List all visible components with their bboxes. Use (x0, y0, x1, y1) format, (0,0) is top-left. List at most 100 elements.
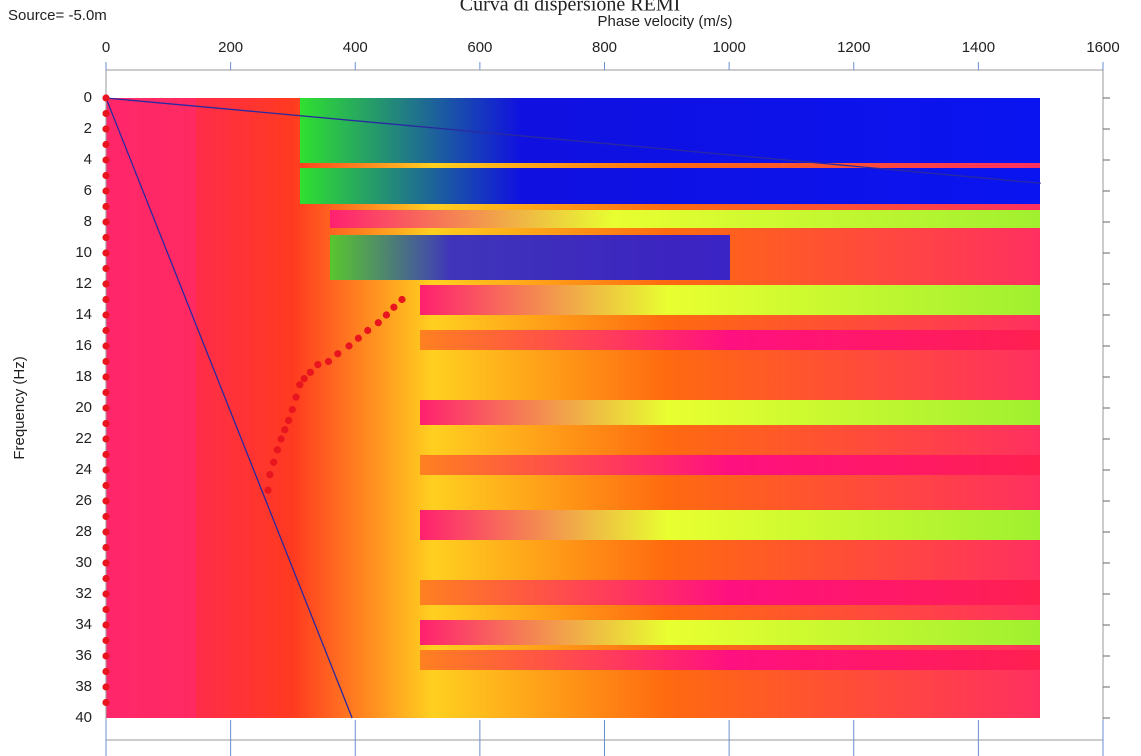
point (102, 698, 110, 707)
point (102, 621, 110, 629)
point (292, 393, 300, 401)
point (284, 416, 293, 424)
x-tick-label: 1200 (837, 39, 870, 56)
point (277, 435, 285, 443)
point (102, 590, 110, 598)
point (266, 471, 274, 479)
point (102, 94, 110, 102)
x-tick-label: 1000 (712, 39, 745, 56)
point (102, 156, 110, 164)
point (102, 543, 110, 552)
point (288, 405, 296, 414)
point (102, 605, 110, 614)
point (102, 574, 110, 583)
x-tick-label: 200 (218, 39, 243, 56)
y-tick-label: 28 (75, 523, 92, 540)
y-tick-label: 20 (75, 399, 92, 416)
y-tick-label: 0 (84, 89, 92, 106)
y-tick-label: 40 (75, 709, 92, 726)
point (102, 435, 110, 443)
x-tick-label: 400 (343, 39, 368, 56)
y-tick-label: 16 (75, 337, 92, 354)
point (102, 683, 110, 691)
point (102, 326, 110, 335)
annotation: Source= -5.0m (8, 7, 107, 24)
point (300, 374, 308, 383)
y-tick-label: 2 (84, 120, 92, 137)
point (102, 497, 110, 505)
y-axis-label: Frequency (Hz) (11, 356, 28, 459)
point (264, 486, 272, 494)
point (102, 218, 110, 226)
point (102, 652, 110, 660)
point (102, 357, 110, 366)
point (102, 295, 110, 304)
point (102, 466, 110, 474)
point (102, 187, 110, 195)
point (102, 171, 110, 180)
y-tick-label: 30 (75, 554, 92, 571)
point (102, 342, 110, 350)
y-tick-label: 34 (75, 616, 92, 633)
reference-line (105, 97, 353, 719)
x-axis-label: Phase velocity (m/s) (597, 13, 732, 30)
point (334, 350, 342, 358)
point (102, 419, 110, 428)
point (102, 636, 110, 645)
point (390, 303, 398, 311)
y-tick-label: 22 (75, 430, 92, 447)
point (102, 125, 110, 133)
point (102, 140, 110, 149)
point (102, 388, 110, 397)
point (281, 426, 289, 434)
y-tick-label: 6 (84, 182, 92, 199)
point (102, 249, 110, 257)
x-tick-label: 800 (592, 39, 617, 56)
point (102, 528, 110, 536)
y-tick-label: 26 (75, 492, 92, 509)
y-tick-label: 36 (75, 647, 92, 664)
point (102, 512, 110, 521)
point (102, 109, 110, 118)
point (364, 326, 372, 335)
y-tick-label: 32 (75, 585, 92, 602)
point (314, 361, 322, 369)
x-tick-label: 1400 (962, 39, 995, 56)
point (102, 202, 110, 211)
point (345, 342, 353, 350)
y-tick-label: 10 (75, 244, 92, 261)
point (306, 368, 314, 376)
y-tick-label: 14 (75, 306, 92, 323)
reference-line (105, 97, 1041, 184)
point (102, 450, 110, 459)
point (398, 295, 406, 304)
y-tick-label: 24 (75, 461, 92, 478)
x-tick-label: 0 (102, 39, 110, 56)
point (102, 481, 110, 490)
y-tick-label: 12 (75, 275, 92, 292)
y-tick-label: 8 (84, 213, 92, 230)
chart-title: Curva di dispersione REMI (460, 0, 681, 16)
point (382, 311, 391, 319)
y-tick-label: 4 (84, 151, 92, 168)
x-tick-label: 600 (467, 39, 492, 56)
point (102, 233, 110, 242)
point (270, 458, 278, 466)
heatmap (106, 98, 1040, 718)
y-tick-label: 18 (75, 368, 92, 385)
point (102, 404, 110, 412)
point (102, 373, 110, 381)
point (102, 559, 110, 567)
point (273, 446, 281, 454)
point (354, 334, 362, 342)
y-tick-label: 38 (75, 678, 92, 695)
x-tick-label: 1600 (1086, 39, 1119, 56)
point (102, 264, 110, 273)
point (102, 280, 110, 288)
point (102, 667, 110, 676)
point (296, 381, 304, 389)
point (374, 319, 382, 327)
point (102, 311, 110, 319)
point (324, 357, 333, 366)
